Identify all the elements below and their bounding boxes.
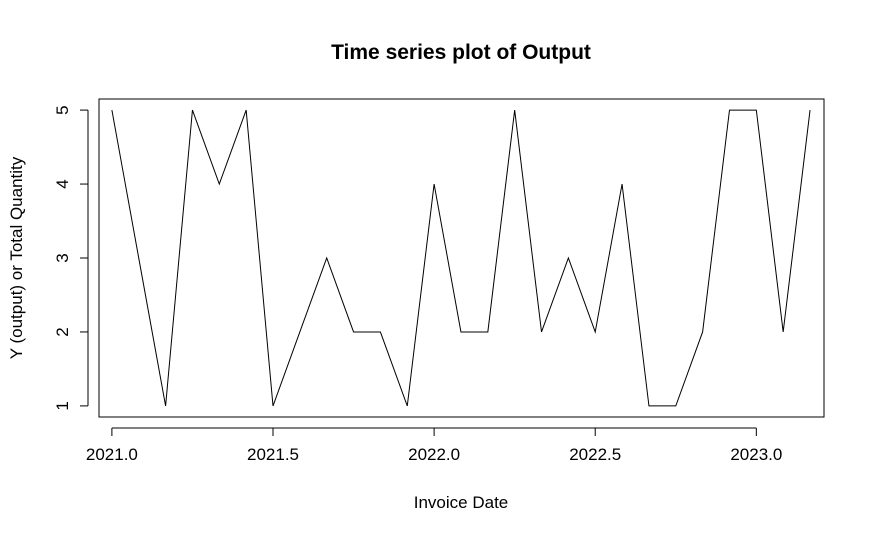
y-axis: 1 2 3 4 5 (53, 105, 89, 411)
series-layer (111, 109, 811, 407)
y-tick-label: 4 (53, 179, 72, 188)
y-axis-label: Y (output) or Total Quantity (7, 156, 26, 359)
x-axis-label: Invoice Date (414, 493, 509, 512)
x-axis: 2021.0 2021.5 2022.0 2022.5 2023.0 (86, 427, 782, 464)
plot-frame (98, 98, 825, 418)
y-tick-label: 2 (53, 327, 72, 336)
y-tick-label: 3 (53, 253, 72, 262)
x-tick-label: 2022.0 (408, 445, 460, 464)
x-tick-label: 2022.5 (569, 445, 621, 464)
x-tick-label: 2021.0 (86, 445, 138, 464)
y-tick-label: 1 (53, 401, 72, 410)
series-line (111, 109, 811, 407)
x-tick-label: 2021.5 (247, 445, 299, 464)
chart-title: Time series plot of Output (331, 41, 591, 64)
x-tick-label: 2023.0 (730, 445, 782, 464)
y-tick-label: 5 (53, 105, 72, 114)
